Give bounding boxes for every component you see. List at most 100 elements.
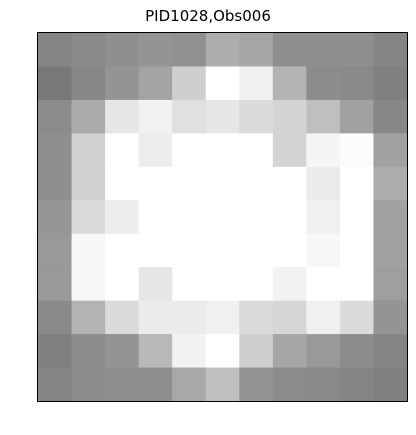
heatmap-cell-r9-c10 [373, 334, 408, 369]
heatmap-cell-r2-c10 [373, 99, 408, 134]
heatmap-cell-r0-c3 [138, 33, 173, 68]
heatmap-cell-r2-c7 [272, 99, 307, 134]
heatmap-cell-r5-c0 [38, 200, 73, 235]
heatmap-cell-r5-c2 [105, 200, 140, 235]
heatmap-cell-r3-c3 [138, 133, 173, 168]
heatmap-cell-r9-c7 [272, 334, 307, 369]
heatmap-cell-r5-c8 [306, 200, 341, 235]
heatmap-cell-r9-c5 [205, 334, 240, 369]
heatmap-cell-r7-c2 [105, 267, 140, 302]
heatmap-cell-r1-c4 [172, 66, 207, 101]
heatmap-cell-r4-c9 [339, 166, 375, 201]
heatmap-cell-r0-c0 [38, 33, 73, 68]
heatmap-cell-r8-c4 [172, 300, 207, 335]
heatmap-cell-r6-c7 [272, 233, 307, 268]
heatmap-cell-r6-c4 [172, 233, 207, 268]
heatmap-cell-r10-c7 [272, 367, 307, 402]
heatmap-cell-r3-c1 [71, 133, 106, 168]
heatmap-cell-r4-c8 [306, 166, 341, 201]
heatmap-cell-r0-c9 [339, 33, 375, 68]
heatmap-cell-r1-c8 [306, 66, 341, 101]
heatmap-cell-r10-c6 [239, 367, 274, 402]
heatmap-cell-r9-c4 [172, 334, 207, 369]
heatmap-cell-r1-c10 [373, 66, 408, 101]
heatmap-cell-r8-c10 [373, 300, 408, 335]
heatmap-cell-r5-c7 [272, 200, 307, 235]
heatmap-cell-r1-c9 [339, 66, 375, 101]
heatmap-cell-r8-c7 [272, 300, 307, 335]
heatmap-cell-r7-c8 [306, 267, 341, 302]
heatmap-cell-r9-c3 [138, 334, 173, 369]
heatmap-cell-r10-c10 [373, 367, 408, 402]
heatmap-cell-r7-c10 [373, 267, 408, 302]
heatmap-cells [38, 33, 408, 402]
heatmap-cell-r0-c7 [272, 33, 307, 68]
heatmap-cell-r6-c0 [38, 233, 73, 268]
heatmap-cell-r6-c8 [306, 233, 341, 268]
heatmap-cell-r7-c1 [71, 267, 106, 302]
heatmap-cell-r4-c7 [272, 166, 307, 201]
heatmap-cell-r0-c6 [239, 33, 274, 68]
heatmap-cell-r10-c9 [339, 367, 375, 402]
heatmap-cell-r8-c5 [205, 300, 240, 335]
heatmap-cell-r7-c7 [272, 267, 307, 302]
heatmap-cell-r1-c1 [71, 66, 106, 101]
heatmap-cell-r2-c2 [105, 99, 140, 134]
heatmap-cell-r3-c9 [339, 133, 375, 168]
heatmap-cell-r10-c3 [138, 367, 173, 402]
heatmap-cell-r9-c1 [71, 334, 106, 369]
heatmap-cell-r5-c3 [138, 200, 173, 235]
heatmap-cell-r1-c5 [205, 66, 240, 101]
heatmap-cell-r3-c8 [306, 133, 341, 168]
heatmap-cell-r8-c8 [306, 300, 341, 335]
heatmap-cell-r6-c1 [71, 233, 106, 268]
heatmap-cell-r8-c1 [71, 300, 106, 335]
heatmap-cell-r9-c9 [339, 334, 375, 369]
heatmap-cell-r9-c8 [306, 334, 341, 369]
heatmap-cell-r8-c9 [339, 300, 375, 335]
heatmap-cell-r3-c0 [38, 133, 73, 168]
heatmap-cell-r5-c9 [339, 200, 375, 235]
heatmap-cell-r6-c9 [339, 233, 375, 268]
heatmap-cell-r6-c3 [138, 233, 173, 268]
heatmap-cell-r2-c4 [172, 99, 207, 134]
heatmap-cell-r4-c0 [38, 166, 73, 201]
heatmap-cell-r7-c6 [239, 267, 274, 302]
heatmap-cell-r4-c4 [172, 166, 207, 201]
heatmap-cell-r7-c9 [339, 267, 375, 302]
heatmap-cell-r5-c1 [71, 200, 106, 235]
heatmap-cell-r3-c10 [373, 133, 408, 168]
heatmap-cell-r2-c9 [339, 99, 375, 134]
heatmap-cell-r3-c5 [205, 133, 240, 168]
heatmap-cell-r10-c0 [38, 367, 73, 402]
heatmap-cell-r4-c2 [105, 166, 140, 201]
heatmap-cell-r4-c5 [205, 166, 240, 201]
heatmap-cell-r1-c3 [138, 66, 173, 101]
heatmap-cell-r1-c0 [38, 66, 73, 101]
heatmap-cell-r0-c5 [205, 33, 240, 68]
heatmap-cell-r7-c0 [38, 267, 73, 302]
heatmap-cell-r2-c6 [239, 99, 274, 134]
heatmap-cell-r10-c4 [172, 367, 207, 402]
heatmap-cell-r3-c7 [272, 133, 307, 168]
heatmap-cell-r4-c6 [239, 166, 274, 201]
heatmap-cell-r2-c3 [138, 99, 173, 134]
heatmap-cell-r8-c0 [38, 300, 73, 335]
heatmap-cell-r2-c8 [306, 99, 341, 134]
heatmap-cell-r3-c2 [105, 133, 140, 168]
heatmap-cell-r5-c4 [172, 200, 207, 235]
heatmap-cell-r7-c4 [172, 267, 207, 302]
heatmap-cell-r4-c3 [138, 166, 173, 201]
heatmap-cell-r0-c4 [172, 33, 207, 68]
plot-frame [37, 32, 408, 402]
heatmap-cell-r2-c5 [205, 99, 240, 134]
heatmap-cell-r2-c1 [71, 99, 106, 134]
heatmap-cell-r6-c10 [373, 233, 408, 268]
heatmap-cell-r6-c5 [205, 233, 240, 268]
heatmap-cell-r4-c1 [71, 166, 106, 201]
heatmap-cell-r5-c5 [205, 200, 240, 235]
heatmap-cell-r9-c0 [38, 334, 73, 369]
heatmap-cell-r9-c6 [239, 334, 274, 369]
heatmap-cell-r2-c0 [38, 99, 73, 134]
heatmap-cell-r3-c6 [239, 133, 274, 168]
